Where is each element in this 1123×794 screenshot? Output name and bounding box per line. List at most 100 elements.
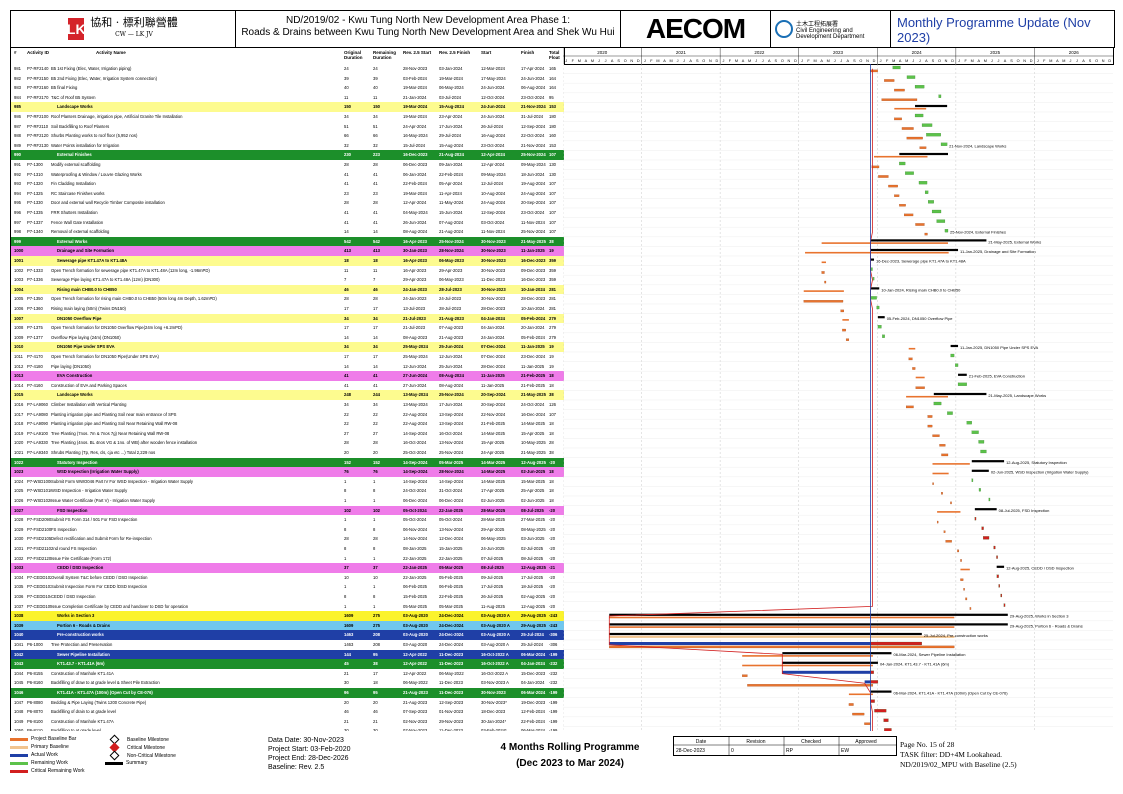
remaining-bar [921, 123, 933, 127]
cell-s: 11-Jan-2025 [481, 373, 505, 379]
cell-rd: 413 [373, 248, 380, 254]
primary-baseline-bar [609, 635, 955, 638]
cell-rf: 22-Jan-2025 [439, 507, 463, 513]
legend-item: Critical Remaining Work [10, 768, 85, 774]
cell-id: P7-RF2130 [27, 142, 49, 148]
cell-rs: 16-Dec-2023 [403, 152, 428, 158]
cedd-logo: 土木工程拓展署 Civil Engineering and Developmen… [771, 11, 891, 47]
cell-rf: 25-Jun-2024 [439, 363, 463, 369]
cell-rs: 14-Sep-2024 [403, 469, 428, 475]
aecom-logo: AECOM [621, 11, 771, 47]
cell-f: 11-Jan-2025 [521, 248, 545, 254]
remaining-bar [950, 353, 955, 358]
cell-f: 23-Dec-2024 [521, 354, 546, 359]
cell-tf: 164 [549, 85, 556, 91]
cell-rd: 8 [373, 594, 376, 599]
cell-rs: 25-May-2024 [403, 344, 428, 350]
baseline-bar [881, 98, 918, 101]
cell-rf: 06-May-2023 [439, 258, 464, 263]
cell-rf: 03-Jul-2024 [439, 94, 462, 100]
baseline-bar [864, 722, 871, 725]
cell-s: 03-Aug-2020 A [481, 613, 510, 619]
cell-od: 34 [344, 114, 349, 119]
cell-od: 8 [344, 546, 347, 551]
remaining-bar [940, 142, 948, 146]
activity-table: 981 P7-RF2140 B5 1st Fixing (Elec, Water, … [10, 64, 564, 731]
cell-od: 11 [344, 267, 349, 273]
cell-f: 02-Jul-2025 [521, 546, 544, 551]
cell-id: P7-RF2110 [27, 123, 49, 129]
approval-grid: Date Revision Checked Approved 28-Dec-20… [674, 737, 896, 755]
cell-name: Water Points installation for Irrigation [51, 142, 120, 148]
cell-s: 12-Jul-2024 [481, 181, 504, 187]
month-label: M [905, 59, 908, 63]
cell-rf: 24-Jul-2023 [439, 296, 462, 302]
cell-rf: 15-Aug-2024 [439, 104, 464, 110]
bar-label: 29-Aug-2025, Portion 6 - Roads & Drains [1010, 623, 1083, 628]
month-label: J [722, 59, 724, 63]
cell-s: 07-Dec-2024 [481, 354, 506, 359]
cedd-name-en1: Civil Engineering and [796, 27, 853, 34]
cell-f: 15-Apr-2025 [521, 430, 545, 436]
cell-n: 1034 [14, 574, 24, 580]
month-label: S [617, 59, 620, 63]
cell-rd: 1 [373, 517, 376, 523]
cell-rf: 06-Feb-2025 [439, 584, 463, 590]
cell-od: 30 [344, 728, 349, 731]
cell-name: FRR Shutters Installation [51, 210, 98, 215]
cell-name: T&C of Roof B5 System [51, 94, 96, 100]
table-row[interactable]: 1050 P6-8110 Backfilling to at grade level… [11, 726, 564, 731]
cell-od: 23 [344, 190, 349, 196]
cell-rs: 14-Nov-2024 [403, 536, 428, 542]
cell-tf: 18 [549, 430, 554, 436]
cell-rd: 1 [373, 555, 376, 561]
month-label: F [1043, 59, 1046, 63]
cell-rs: 24-Oct-2024 [403, 488, 427, 494]
baseline-bar [842, 319, 849, 321]
cell-rf: 11-Dec-2023 [439, 680, 463, 686]
cell-rd: 8 [373, 488, 376, 494]
cell-n: 986 [14, 114, 21, 119]
cell-s: 12-Apr-2024 [481, 162, 505, 167]
cell-n: 1015 [14, 392, 24, 398]
cell-n: 987 [14, 123, 21, 129]
cell-rd: 208 [373, 642, 380, 647]
cell-f: 27-Mar-2025 [521, 517, 545, 523]
cell-f: 15-Dec-2023 [521, 670, 546, 676]
cell-rf: 05-Apr-2024 [439, 181, 463, 187]
cell-tf: -232 [549, 680, 558, 686]
cell-name: Planting irrigation pipe and Planting So… [51, 411, 177, 417]
cell-od: 41 [344, 219, 349, 225]
cell-od: 1 [344, 584, 347, 590]
cell-name: Open Trench formation for DN1050 Pipe(Un… [51, 354, 159, 359]
cell-rs: 21-Jul-2023 [403, 315, 426, 321]
cell-tf: 107 [549, 190, 556, 196]
cell-rs: 16-Apr-2023 [403, 258, 427, 263]
cell-name: Open Trench formation for sewerage pipe … [51, 267, 210, 273]
month-label: A [899, 59, 902, 63]
progress-line [608, 68, 873, 731]
cell-id: P7-1350 [27, 296, 43, 302]
cell-n: 1016 [14, 402, 24, 407]
critical-bar [874, 709, 887, 713]
approval-v-approved: EW [841, 748, 849, 754]
month-label: A [1004, 59, 1007, 63]
summary-bar [782, 661, 878, 664]
baseline-bar [904, 213, 914, 217]
cell-rd: 46 [373, 286, 378, 292]
cell-rf: 07-Aug-2023 [439, 325, 464, 331]
cell-f: 21-May-2025 [521, 392, 546, 398]
cell-od: 10 [344, 574, 349, 580]
cell-rf: 06-May-2024 [439, 85, 464, 91]
cell-rd: 102 [373, 507, 380, 513]
cell-rs: 16-Oct-2024 [403, 440, 427, 446]
remaining-bar [938, 94, 942, 98]
cell-rd: 8 [373, 526, 376, 532]
cell-f: 29-Aug-2025 [521, 622, 546, 628]
cell-rs: 22-Jan-2025 [403, 574, 427, 580]
summary-bar [609, 623, 1008, 626]
cell-rd: 17 [373, 354, 378, 359]
cell-id: P7-4160 [27, 382, 43, 388]
cell-tf: 107 [549, 411, 556, 417]
cell-s: 14-Mar-2025 [481, 478, 505, 484]
